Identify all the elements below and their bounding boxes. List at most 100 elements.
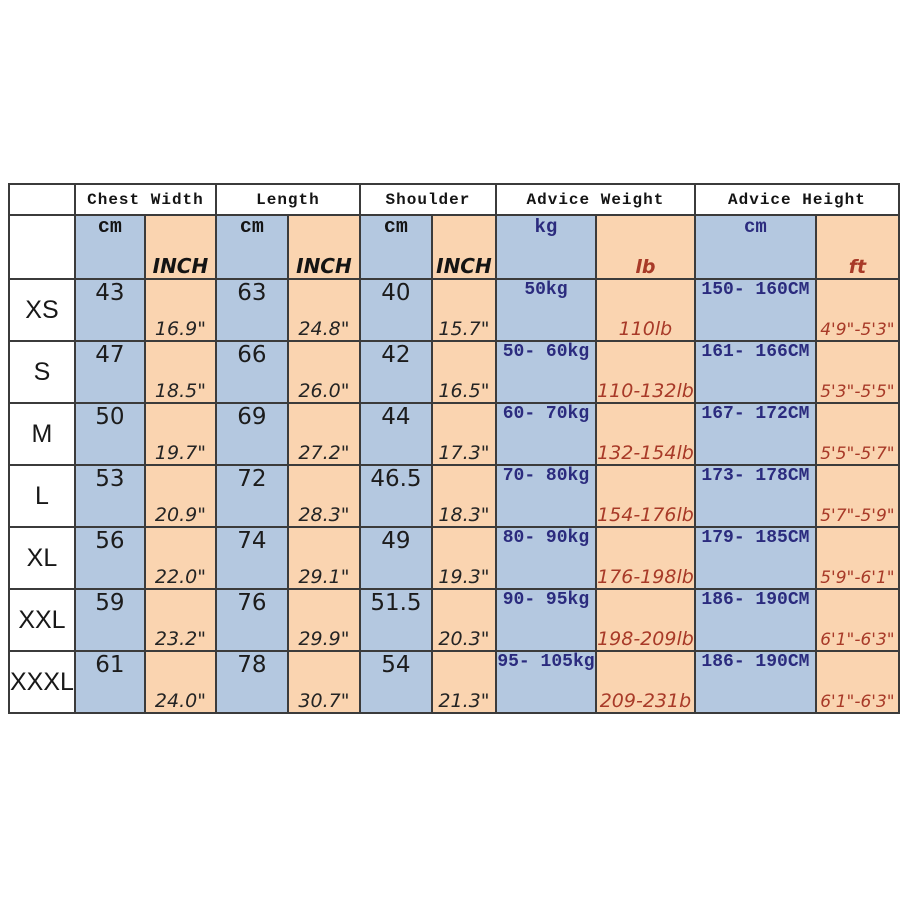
- cell-value: 18.5": [154, 380, 206, 402]
- cell-value: 17.3": [438, 442, 490, 464]
- cell-value: 186- 190CM: [701, 652, 810, 672]
- chest-cm-unit: cm: [73, 214, 146, 280]
- advice-height-header: Advice Height: [693, 183, 900, 216]
- row-l: L 53 20.9" 72 28.3" 46.5 18.3" 70- 80kg …: [8, 464, 900, 528]
- unit-label: INCH: [152, 254, 209, 278]
- row-xxxl: XXXL 61 24.0" 78 30.7" 54 21.3" 95- 105k…: [8, 650, 900, 714]
- weight-kg-cell: 95- 105kg: [494, 650, 597, 714]
- cell-value: 29.1": [298, 566, 350, 588]
- cell-value: 60- 70kg: [502, 404, 590, 424]
- cell-value: 90- 95kg: [502, 590, 590, 610]
- row-xl: XL 56 22.0" 74 29.1" 49 19.3" 80- 90kg 1…: [8, 526, 900, 590]
- cell-value: 28.3": [298, 504, 350, 526]
- length-inch-cell: 26.0": [286, 340, 361, 404]
- weight-kg-cell: 60- 70kg: [494, 402, 597, 466]
- cell-value: 30.7": [298, 690, 350, 712]
- cell-value: 186- 190CM: [701, 590, 810, 610]
- weight-kg-cell: 50- 60kg: [494, 340, 597, 404]
- chest-inch-cell: 24.0": [143, 650, 217, 714]
- length-cm-cell: 72: [214, 464, 289, 528]
- weight-lb-cell: 132-154lb: [594, 402, 696, 466]
- unit-label: INCH: [296, 254, 352, 278]
- size-label: M: [31, 419, 53, 448]
- cell-value: 46.5: [370, 466, 422, 492]
- length-inch-cell: 30.7": [286, 650, 361, 714]
- shoulder-inch-cell: 17.3": [430, 402, 497, 466]
- shoulder-cm-cell: 42: [358, 340, 433, 404]
- cell-value: 15.7": [438, 318, 490, 340]
- size-chart-table: Chest Width Length Shoulder Advice Weigh…: [8, 183, 900, 714]
- weight-kg-cell: 50kg: [494, 278, 597, 342]
- length-cm-cell: 63: [214, 278, 289, 342]
- unit-label: cm: [744, 216, 767, 238]
- chest-inch-cell: 19.7": [143, 402, 217, 466]
- unit-label: cm: [97, 216, 122, 239]
- shoulder-cm-cell: 49: [358, 526, 433, 590]
- size-label: S: [33, 357, 51, 386]
- cell-value: 16.9": [154, 318, 206, 340]
- shoulder-cm-cell: 54: [358, 650, 433, 714]
- shoulder-cm-cell: 40: [358, 278, 433, 342]
- unit-label: lb: [635, 256, 656, 278]
- cell-value: 76: [237, 590, 267, 616]
- cell-value: 69: [237, 404, 267, 430]
- weight-lb-cell: 110-132lb: [594, 340, 696, 404]
- length-inch-cell: 24.8": [286, 278, 361, 342]
- length-cm-unit: cm: [214, 214, 289, 280]
- weight-lb-cell: 154-176lb: [594, 464, 696, 528]
- cell-value: 19.7": [154, 442, 206, 464]
- cell-value: 176-198lb: [597, 566, 694, 588]
- cell-value: 24.0": [154, 690, 206, 712]
- length-cm-cell: 69: [214, 402, 289, 466]
- cell-value: 47: [95, 342, 125, 368]
- chest-cm-cell: 43: [73, 278, 146, 342]
- cell-value: 6'1"-6'3": [820, 630, 895, 650]
- cell-value: 59: [95, 590, 125, 616]
- chest-inch-cell: 16.9": [143, 278, 217, 342]
- cell-value: 44: [381, 404, 411, 430]
- weight-kg-unit: kg: [494, 214, 597, 280]
- chest-inch-cell: 22.0": [143, 526, 217, 590]
- size-cell: L: [8, 464, 76, 528]
- cell-value: 50kg: [524, 280, 568, 300]
- length-cm-cell: 78: [214, 650, 289, 714]
- cell-value: 154-176lb: [597, 504, 694, 526]
- cell-value: 61: [95, 652, 125, 678]
- cell-value: 27.2": [298, 442, 350, 464]
- height-cm-cell: 167- 172CM: [693, 402, 817, 466]
- row-xs: XS 43 16.9" 63 24.8" 40 15.7" 50kg 110lb…: [8, 278, 900, 342]
- chest-inch-cell: 23.2": [143, 588, 217, 652]
- unit-label: ft: [848, 256, 867, 278]
- chest-cm-cell: 59: [73, 588, 146, 652]
- chest-cm-cell: 56: [73, 526, 146, 590]
- corner-cell: [8, 183, 76, 216]
- cell-value: 20.3": [438, 628, 490, 650]
- cell-value: 20.9": [154, 504, 206, 526]
- height-ft-cell: 4'9"-5'3": [814, 278, 900, 342]
- chest-cm-cell: 61: [73, 650, 146, 714]
- height-cm-cell: 186- 190CM: [693, 588, 817, 652]
- weight-lb-cell: 176-198lb: [594, 526, 696, 590]
- cell-value: 70- 80kg: [502, 466, 590, 486]
- unit-label: kg: [534, 216, 558, 238]
- cell-value: 173- 178CM: [701, 466, 810, 486]
- weight-lb-cell: 110lb: [594, 278, 696, 342]
- cell-value: 179- 185CM: [701, 528, 810, 548]
- cell-value: 5'7"-5'9": [820, 506, 895, 526]
- height-ft-unit: ft: [814, 214, 900, 280]
- cell-value: 29.9": [298, 628, 350, 650]
- header-label: Advice Weight: [526, 190, 665, 209]
- cell-value: 74: [237, 528, 267, 554]
- corner-cell-2: [8, 214, 76, 280]
- cell-value: 80- 90kg: [502, 528, 590, 548]
- cell-value: 6'1"-6'3": [820, 692, 895, 712]
- size-cell: XXL: [8, 588, 76, 652]
- cell-value: 49: [381, 528, 411, 554]
- chest-width-header: Chest Width: [73, 183, 217, 216]
- height-ft-cell: 5'3"-5'5": [814, 340, 900, 404]
- cell-value: 54: [381, 652, 411, 678]
- chest-cm-cell: 47: [73, 340, 146, 404]
- cell-value: 78: [237, 652, 267, 678]
- cell-value: 5'3"-5'5": [820, 382, 895, 402]
